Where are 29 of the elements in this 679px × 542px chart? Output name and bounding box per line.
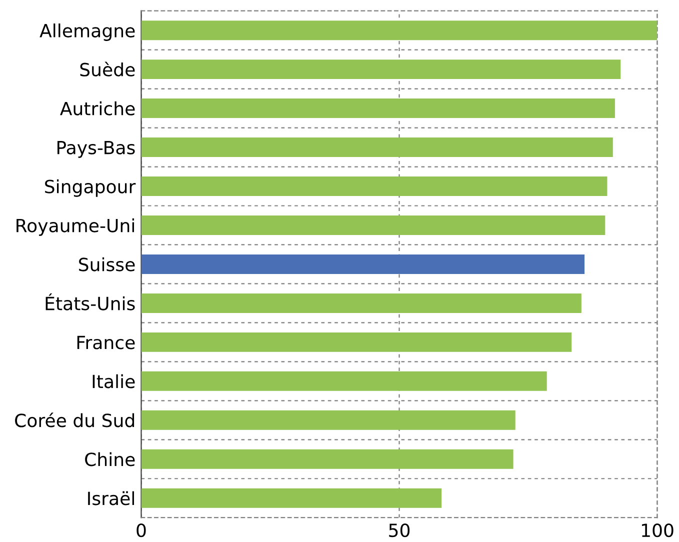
- y-tick-label: Pays-Bas: [58, 140, 135, 158]
- y-tick-label: Israël: [88, 491, 134, 506]
- bar: [141, 176, 608, 196]
- bar: [141, 138, 613, 158]
- y-tick-label: Autriche: [60, 101, 135, 116]
- bar: [141, 371, 547, 391]
- y-tick-label: Italie: [92, 374, 135, 388]
- bar: [141, 449, 514, 469]
- y-tick-label: Singapour: [45, 179, 136, 197]
- y-tick-label: Allemagne: [40, 23, 135, 41]
- bar: [141, 488, 442, 508]
- x-tick-label: 50: [389, 523, 410, 538]
- y-tick-label: Suède: [80, 62, 135, 76]
- y-tick-label: Suisse: [79, 257, 135, 272]
- y-tick-label: France: [77, 336, 135, 350]
- bar: [141, 254, 585, 274]
- y-tick-label: Royaume-Uni: [16, 218, 134, 236]
- bar: [141, 98, 615, 118]
- x-tick-label: 100: [642, 523, 674, 538]
- y-tick-label: États-Unis: [46, 293, 135, 310]
- bar: [141, 215, 606, 235]
- bar: [141, 293, 582, 313]
- bar: [141, 332, 572, 352]
- bar: [141, 410, 516, 430]
- x-tick-label: 0: [136, 523, 146, 538]
- y-tick-label: Chine: [85, 452, 135, 466]
- y-tick-label: Corée du Sud: [15, 412, 134, 428]
- bar: [141, 60, 621, 80]
- bar: [141, 20, 658, 40]
